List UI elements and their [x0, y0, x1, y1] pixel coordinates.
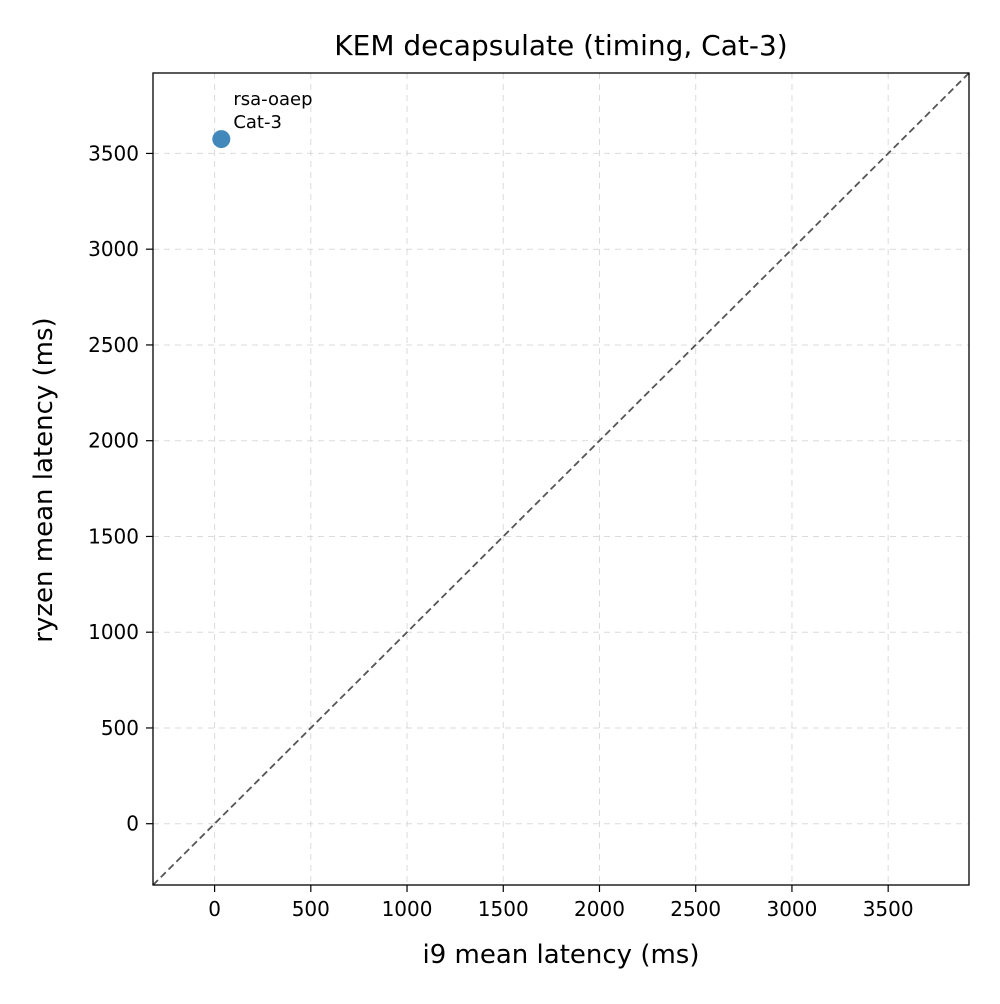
data-point-label: Cat-3 — [233, 112, 282, 133]
y-tick-label: 3000 — [88, 237, 139, 261]
data-point-label: rsa-oaep — [233, 89, 312, 110]
y-tick-label: 3500 — [88, 141, 139, 165]
x-tick-label: 0 — [208, 897, 221, 921]
y-tick-label: 2500 — [88, 333, 139, 357]
y-axis-ticks: 0 500 1000 1500 2000 2500 3000 3500 — [88, 141, 153, 836]
x-axis-label: i9 mean latency (ms) — [423, 940, 700, 970]
x-tick-label: 1000 — [382, 897, 433, 921]
y-tick-label: 1000 — [88, 620, 139, 644]
x-tick-label: 2500 — [670, 897, 721, 921]
y-tick-label: 0 — [126, 812, 139, 836]
x-tick-label: 500 — [292, 897, 330, 921]
y-tick-label: 1500 — [88, 524, 139, 548]
y-tick-label: 2000 — [88, 429, 139, 453]
grid — [153, 73, 969, 885]
chart-title: KEM decapsulate (timing, Cat-3) — [334, 29, 787, 62]
y-tick-label: 500 — [101, 716, 139, 740]
x-tick-label: 3500 — [863, 897, 914, 921]
x-tick-label: 1500 — [478, 897, 529, 921]
plot-frame — [152, 72, 970, 886]
reference-line-group — [152, 72, 970, 886]
x-tick-label: 3000 — [766, 897, 817, 921]
y-axis-label: ryzen mean latency (ms) — [29, 317, 59, 642]
x-axis-ticks: 0 500 1000 1500 2000 2500 3000 3500 — [208, 885, 914, 921]
data-point — [212, 130, 231, 149]
x-tick-label: 2000 — [574, 897, 625, 921]
diagonal-reference-line — [152, 72, 970, 886]
